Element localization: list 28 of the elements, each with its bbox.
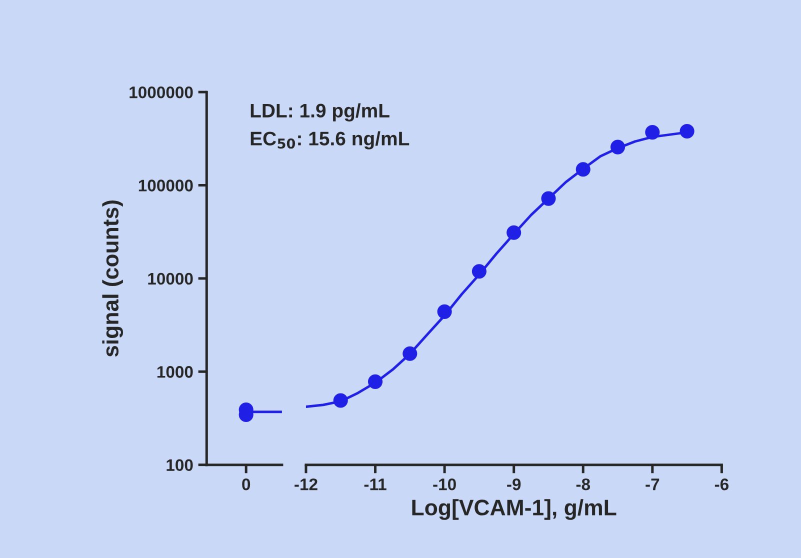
- point: [368, 374, 383, 389]
- x-tick-label: -9: [507, 478, 521, 490]
- x-tick-label: -11: [364, 478, 386, 490]
- point: [541, 191, 556, 206]
- x-tick-label: -6: [714, 478, 729, 490]
- point: [645, 125, 660, 140]
- annotation: EC$_{50}$: 15.6 ng/mL: [250, 131, 410, 150]
- point: [680, 124, 694, 139]
- x-tick-label: -12: [294, 478, 318, 490]
- point: [576, 162, 590, 177]
- y-tick-label: 1000000: [130, 86, 193, 98]
- annotation: LDL: 1.9 pg/mL: [250, 103, 390, 122]
- x-tick-label: -10: [433, 478, 456, 490]
- point: [437, 304, 452, 319]
- x-tick-label: -7: [646, 478, 660, 490]
- y-tick-label: 100000: [138, 180, 193, 192]
- y-tick-label: 10000: [148, 272, 193, 285]
- x-tick-label: 0: [242, 478, 250, 490]
- point: [333, 393, 348, 408]
- x-tick-label: -8: [576, 478, 590, 490]
- y-tick-label: 100: [166, 459, 193, 472]
- point: [402, 346, 418, 361]
- y-tick-label: 1000: [157, 366, 193, 378]
- x-axis-title: Log[VCAM-1], g/mL: [412, 499, 616, 520]
- point: [610, 140, 626, 154]
- point: [506, 225, 522, 240]
- y-axis-title: signal (counts): [102, 200, 124, 357]
- point: [472, 264, 486, 279]
